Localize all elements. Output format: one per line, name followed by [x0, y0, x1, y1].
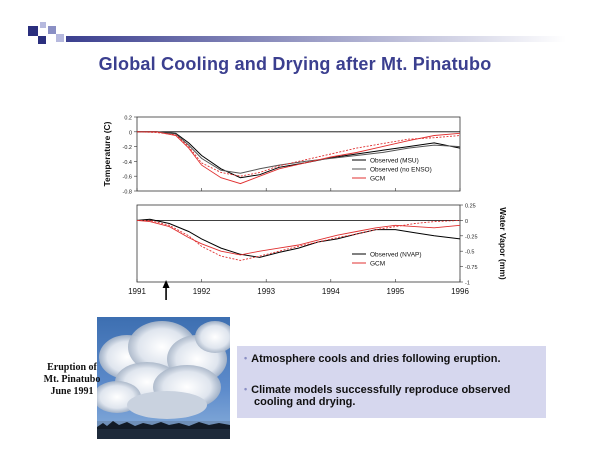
- y-axis-label: Temperature (C): [102, 121, 112, 186]
- x-tick-label: 1996: [451, 287, 469, 296]
- bullet-icon: •: [244, 353, 248, 363]
- bullet-item: • Climate models successfully reproduce o…: [244, 384, 510, 408]
- deco-square: [28, 26, 38, 36]
- volcano-eruption-photo: [97, 317, 230, 439]
- gradient-bar: [66, 36, 566, 42]
- deco-square: [48, 26, 56, 34]
- x-tick-label: 1994: [322, 287, 340, 296]
- bullet-text: cooling and drying.: [254, 396, 356, 408]
- x-tick-label: 1992: [193, 287, 211, 296]
- y-tick-label: -0.25: [465, 234, 478, 240]
- deco-square: [38, 36, 46, 44]
- caption-line: Eruption of: [47, 362, 97, 373]
- bullet-icon: •: [244, 384, 248, 394]
- summary-box: • Atmosphere cools and dries following er…: [237, 346, 546, 418]
- eruption-photo: [97, 317, 230, 439]
- y-tick-label: 0: [129, 130, 132, 136]
- y-tick-label: 0.2: [124, 116, 132, 122]
- x-tick-label: 1991: [128, 287, 146, 296]
- ash-cloud: [97, 321, 230, 419]
- series-line: [137, 131, 461, 185]
- series-line: [137, 131, 461, 174]
- series-line: [136, 219, 461, 256]
- bullet-text: Climate models successfully reproduce ob…: [251, 384, 511, 396]
- y-tick-label: 0.25: [465, 204, 476, 210]
- legend-label: Observed (NVAP): [370, 252, 422, 259]
- water-vapor-chart: 0.25 0 -0.25 -0.5 -0.75 -1 1991 1992 1993 1994 199…: [128, 204, 508, 297]
- series-line: [136, 131, 461, 177]
- y-axis-label: Water Vapor (mm): [498, 207, 508, 280]
- y-tick-label: -0.2: [123, 145, 132, 151]
- series-line: [137, 131, 461, 179]
- treeline: [97, 421, 230, 429]
- y-tick-label: -0.4: [123, 160, 132, 166]
- y-tick-label: 0: [465, 219, 468, 225]
- plot-frame: [136, 116, 461, 192]
- deco-square: [40, 22, 46, 28]
- photo-caption: Eruption of Mt. Pinatubo June 1991: [42, 362, 102, 398]
- bullet-text: Atmosphere cools and dries following eru…: [251, 353, 501, 365]
- eruption-arrow-head: [162, 280, 170, 288]
- title-decoration: [28, 22, 64, 44]
- y-tick-label: -1: [465, 281, 470, 287]
- y-tick-label: -0.75: [465, 265, 478, 271]
- plot-frame: [136, 204, 461, 283]
- legend-label: Observed (no ENSO): [370, 167, 432, 174]
- deco-square: [56, 34, 64, 42]
- series-line: [136, 218, 461, 258]
- x-tick-label: 1995: [387, 287, 405, 296]
- y-tick-label: -0.5: [465, 250, 474, 256]
- y-tick-label: -0.8: [123, 190, 132, 196]
- legend-label: GCM: [370, 261, 385, 268]
- legend-label: Observed (MSU): [370, 158, 419, 165]
- page-title: Global Cooling and Drying after Mt. Pina…: [98, 54, 492, 74]
- y-tick-label: -0.6: [123, 175, 132, 181]
- caption-line: Mt. Pinatubo: [43, 374, 101, 385]
- charts: 0.2 0 -0.2 -0.4 -0.6 -0.8 Temperature (C) Obser…: [102, 116, 508, 300]
- ground: [97, 427, 230, 439]
- x-tick-label: 1993: [257, 287, 275, 296]
- caption-line: June 1991: [50, 386, 94, 397]
- title-gradient-bar: [66, 36, 566, 42]
- legend-label: GCM: [370, 176, 385, 183]
- temperature-chart: 0.2 0 -0.2 -0.4 -0.6 -0.8 Temperature (C) Obser…: [102, 116, 461, 196]
- series-line: [137, 219, 461, 261]
- bullet-item: • Atmosphere cools and dries following er…: [244, 353, 501, 365]
